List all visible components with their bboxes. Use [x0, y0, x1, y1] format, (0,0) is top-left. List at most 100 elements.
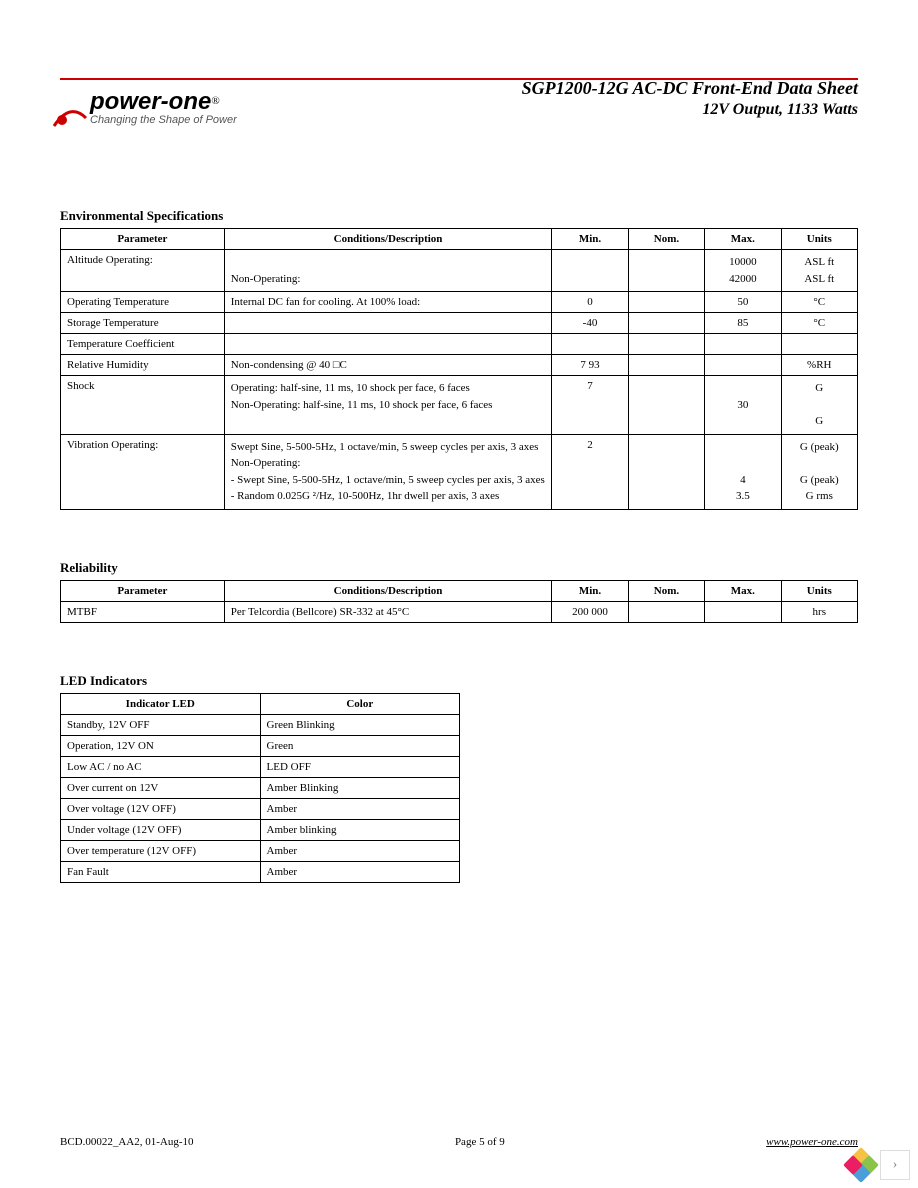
cell-nom: [628, 292, 704, 313]
table-header-row: Parameter Conditions/Description Min. No…: [61, 580, 858, 601]
col-nom: Nom.: [628, 229, 704, 250]
cell-param: Storage Temperature: [61, 313, 225, 334]
cell-indicator: Over current on 12V: [61, 777, 261, 798]
cell-param: Shock: [61, 376, 225, 435]
page-header: power-one® Changing the Shape of Power S…: [60, 78, 858, 158]
cell-min: 7 93: [552, 355, 628, 376]
table-header-row: Parameter Conditions/Description Min. No…: [61, 229, 858, 250]
cell-indicator: Over temperature (12V OFF): [61, 840, 261, 861]
table-row: Operating TemperatureInternal DC fan for…: [61, 292, 858, 313]
table-row: Altitude Operating: Non-Operating:100004…: [61, 250, 858, 292]
cell-desc: Non-condensing @ 40 □C: [224, 355, 552, 376]
rel-spec-table: Parameter Conditions/Description Min. No…: [60, 580, 858, 623]
next-page-button[interactable]: ›: [880, 1150, 910, 1180]
logo-tagline: Changing the Shape of Power: [90, 114, 237, 126]
footer-left: BCD.00022_AA2, 01-Aug-10: [60, 1136, 194, 1148]
table-row: Fan FaultAmber: [61, 861, 460, 882]
cell-units: %RH: [781, 355, 857, 376]
cell-min: 0: [552, 292, 628, 313]
document-title-block: SGP1200-12G AC-DC Front-End Data Sheet 1…: [522, 78, 858, 119]
table-row: Operation, 12V ONGreen: [61, 735, 460, 756]
cell-nom: [628, 434, 704, 509]
table-row: Relative HumidityNon-condensing @ 40 □C7…: [61, 355, 858, 376]
section-title-rel: Reliability: [60, 560, 858, 576]
cell-color: LED OFF: [260, 756, 459, 777]
cell-min: 7: [552, 376, 628, 435]
table-row: Over voltage (12V OFF)Amber: [61, 798, 460, 819]
rel-tbody: MTBFPer Telcordia (Bellcore) SR-332 at 4…: [61, 601, 858, 622]
cell-units: °C: [781, 292, 857, 313]
logo-swoosh-icon: [52, 106, 88, 130]
cell-min: -40: [552, 313, 628, 334]
cell-color: Amber: [260, 861, 459, 882]
cell-indicator: Fan Fault: [61, 861, 261, 882]
cell-units: G (peak) G (peak)G rms: [781, 434, 857, 509]
col-color: Color: [260, 693, 459, 714]
table-row: Over temperature (12V OFF)Amber: [61, 840, 460, 861]
cell-max: 43.5: [705, 434, 781, 509]
led-tbody: Standby, 12V OFFGreen BlinkingOperation,…: [61, 714, 460, 882]
cell-max: 1000042000: [705, 250, 781, 292]
table-row: Low AC / no ACLED OFF: [61, 756, 460, 777]
table-row: Storage Temperature-4085°C: [61, 313, 858, 334]
cell-desc: Internal DC fan for cooling. At 100% loa…: [224, 292, 552, 313]
corner-widget: ›: [846, 1150, 910, 1180]
cell-max: [705, 601, 781, 622]
cell-param: Relative Humidity: [61, 355, 225, 376]
col-max: Max.: [705, 580, 781, 601]
footer-url: www.power-one.com: [766, 1136, 858, 1148]
col-indicator: Indicator LED: [61, 693, 261, 714]
cell-max: [705, 334, 781, 355]
table-header-row: Indicator LED Color: [61, 693, 460, 714]
col-param: Parameter: [61, 580, 225, 601]
cell-units: hrs: [781, 601, 857, 622]
cell-max: 50: [705, 292, 781, 313]
cell-indicator: Standby, 12V OFF: [61, 714, 261, 735]
col-desc: Conditions/Description: [224, 580, 552, 601]
corner-logo-icon[interactable]: [846, 1150, 876, 1180]
cell-max: [705, 355, 781, 376]
cell-nom: [628, 250, 704, 292]
env-spec-table: Parameter Conditions/Description Min. No…: [60, 228, 858, 510]
cell-param: Temperature Coefficient: [61, 334, 225, 355]
col-max: Max.: [705, 229, 781, 250]
cell-param: MTBF: [61, 601, 225, 622]
cell-nom: [628, 355, 704, 376]
cell-color: Amber: [260, 840, 459, 861]
table-row: Temperature Coefficient: [61, 334, 858, 355]
col-min: Min.: [552, 580, 628, 601]
page-content: power-one® Changing the Shape of Power S…: [0, 0, 918, 883]
cell-units: ASL ftASL ft: [781, 250, 857, 292]
cell-max: 85: [705, 313, 781, 334]
logo-text: power-one: [90, 88, 211, 115]
cell-indicator: Operation, 12V ON: [61, 735, 261, 756]
cell-nom: [628, 334, 704, 355]
cell-units: G G: [781, 376, 857, 435]
col-desc: Conditions/Description: [224, 229, 552, 250]
logo-block: power-one® Changing the Shape of Power: [60, 88, 237, 126]
cell-color: Green Blinking: [260, 714, 459, 735]
cell-param: Altitude Operating:: [61, 250, 225, 292]
cell-color: Amber blinking: [260, 819, 459, 840]
cell-nom: [628, 313, 704, 334]
document-title: SGP1200-12G AC-DC Front-End Data Sheet: [522, 78, 858, 99]
col-units: Units: [781, 229, 857, 250]
chevron-right-icon: ›: [893, 1157, 898, 1173]
cell-max: 30: [705, 376, 781, 435]
cell-param: Vibration Operating:: [61, 434, 225, 509]
col-min: Min.: [552, 229, 628, 250]
table-row: ShockOperating: half-sine, 11 ms, 10 sho…: [61, 376, 858, 435]
cell-min: 2: [552, 434, 628, 509]
cell-param: Operating Temperature: [61, 292, 225, 313]
cell-desc: Swept Sine, 5-500-5Hz, 1 octave/min, 5 s…: [224, 434, 552, 509]
cell-nom: [628, 376, 704, 435]
cell-min: [552, 334, 628, 355]
col-units: Units: [781, 580, 857, 601]
cell-indicator: Over voltage (12V OFF): [61, 798, 261, 819]
cell-color: Green: [260, 735, 459, 756]
table-row: Under voltage (12V OFF)Amber blinking: [61, 819, 460, 840]
env-tbody: Altitude Operating: Non-Operating:100004…: [61, 250, 858, 510]
cell-indicator: Under voltage (12V OFF): [61, 819, 261, 840]
cell-desc: Per Telcordia (Bellcore) SR-332 at 45°C: [224, 601, 552, 622]
document-subtitle: 12V Output, 1133 Watts: [522, 101, 858, 119]
